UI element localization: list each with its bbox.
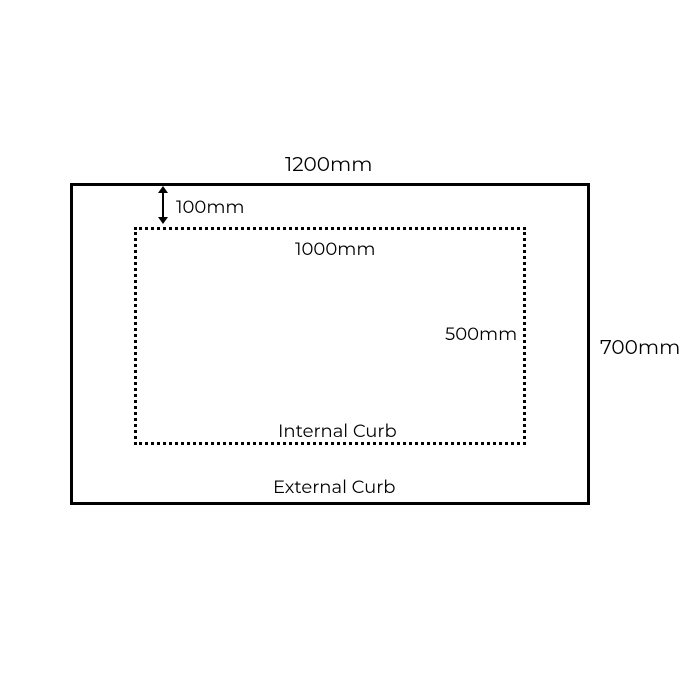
internal-height-label: 500mm [445,325,517,343]
curb-diagram: 1200mm 700mm External Curb 1000mm 500mm … [0,0,700,700]
gap-label: 100mm [176,198,245,216]
external-height-label: 700mm [600,338,680,358]
internal-curb-label: Internal Curb [278,422,397,440]
external-curb-label: External Curb [273,478,395,496]
external-width-label: 1200mm [285,155,372,175]
gap-arrow [162,192,164,218]
internal-width-label: 1000mm [295,240,375,258]
